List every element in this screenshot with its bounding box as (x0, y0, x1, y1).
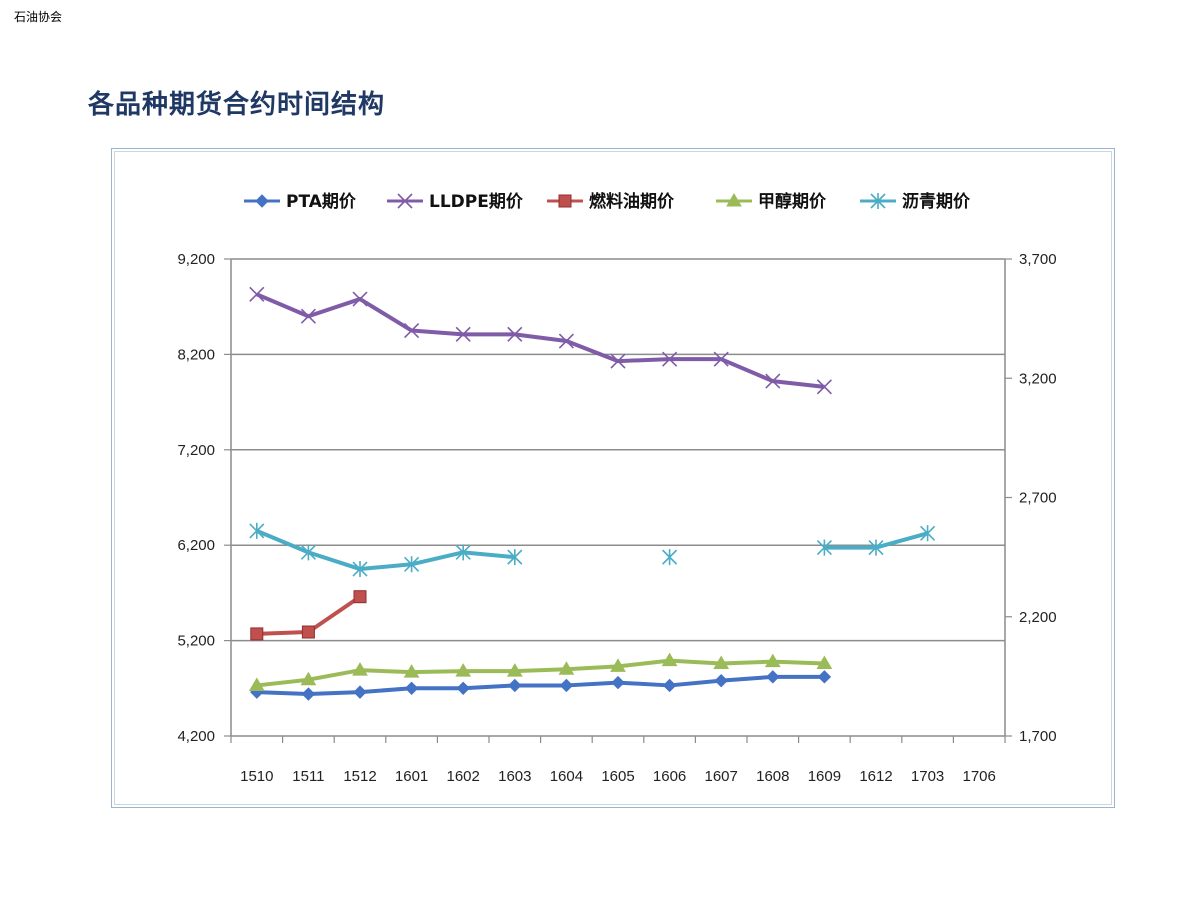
series-4-point (352, 662, 368, 676)
series-1-point (456, 681, 470, 696)
legend-marker (255, 194, 269, 208)
series-4-point (506, 663, 523, 677)
legend-marker (558, 194, 572, 208)
time-structure-chart: 9,200 8,200 7,200 6,200 5,200 4,200 3,700 3,200… (177, 191, 1057, 785)
legend-label: PTA期价 (286, 192, 357, 212)
y-left-tick-label: 4,200 (177, 728, 215, 745)
x-tick-label: 1605 (601, 768, 634, 785)
y-left-tick-label: 6,200 (177, 537, 215, 554)
series-2-point (249, 286, 265, 302)
series-2-point (455, 326, 471, 342)
series-1-point (817, 670, 832, 684)
series-2-point (662, 351, 678, 367)
x-tick-label: 1511 (292, 768, 324, 785)
series-2-point (816, 379, 832, 395)
series-1-point (404, 681, 419, 696)
series-4-point (816, 655, 833, 669)
series-2-point (507, 326, 523, 342)
series-2-point (404, 322, 420, 339)
x-tick-label: 1603 (498, 768, 531, 785)
legend-marker (726, 193, 742, 207)
y-right-tick-label: 3,200 (1019, 370, 1057, 387)
series-4-point (558, 661, 575, 675)
series-1-point (611, 675, 625, 690)
series-1-point (508, 678, 522, 693)
x-tick-label: 1609 (808, 768, 841, 785)
series-2-point (610, 353, 626, 369)
series-4-point (764, 653, 781, 668)
x-tick-label: 1612 (859, 768, 892, 785)
series-4-point (455, 663, 472, 677)
x-tick-label: 1607 (705, 768, 738, 785)
series-5-point (300, 544, 316, 561)
page-title: 各品种期货合约时间结构 (88, 90, 386, 120)
series-2-point (713, 351, 729, 367)
legend-marker (397, 193, 413, 209)
series-2-point (352, 291, 368, 307)
series-3-point (301, 625, 315, 639)
series-5-point (816, 539, 832, 556)
y-right-tick-label: 1,700 (1019, 728, 1057, 745)
x-tick-label: 1510 (240, 768, 273, 785)
legend-label: 燃料油期价 (589, 191, 675, 212)
series-1-point (714, 673, 728, 688)
legend-label: 甲醇期价 (758, 191, 827, 212)
series-5-point (662, 549, 678, 566)
x-tick-label: 1706 (963, 768, 996, 785)
series-1-point (766, 670, 780, 684)
series-5-line (256, 529, 515, 572)
series-4-point (403, 664, 420, 678)
series-1-line (256, 674, 825, 697)
y-left-tick-label: 5,200 (177, 633, 215, 650)
x-tick-label: 1606 (653, 768, 686, 785)
y-right-tick-label: 2,700 (1019, 490, 1057, 507)
series-1-point (353, 685, 367, 699)
series-4-point (713, 655, 730, 669)
series-1-point (301, 687, 316, 701)
series-4-point (661, 652, 678, 667)
series-2-line (256, 292, 825, 389)
series-1-point (559, 678, 574, 693)
series-5-point (249, 522, 265, 539)
y-left-tick-label: 9,200 (177, 251, 215, 268)
series-2-point (300, 308, 316, 324)
x-tick-label: 1512 (343, 768, 376, 785)
series-1-point (662, 678, 677, 693)
series-4-point (300, 671, 317, 686)
series-2-point (558, 333, 574, 349)
series-3-point (353, 590, 367, 604)
series-5-point (352, 561, 368, 578)
legend-marker (870, 193, 886, 209)
y-left-tick-label: 8,200 (177, 346, 215, 363)
y-left-tick-label: 7,200 (177, 442, 215, 459)
series-5-point (507, 549, 523, 566)
series-5-point (920, 525, 936, 542)
legend-label: 沥青期价 (902, 191, 971, 212)
y-right-tick-label: 2,200 (1019, 609, 1057, 626)
series-3-point (250, 627, 264, 641)
chart-frame: 9,200 8,200 7,200 6,200 5,200 4,200 3,700 3,200… (111, 148, 1115, 808)
series-5-point (455, 544, 471, 561)
series-4-point (248, 677, 265, 691)
series-4-line (256, 658, 825, 688)
series-2-point (765, 373, 781, 389)
legend-label: LLDPE期价 (429, 192, 524, 212)
series-5-point (868, 539, 884, 556)
x-tick-label: 1604 (550, 768, 583, 785)
x-tick-label: 1608 (756, 768, 789, 785)
series-4-point (610, 658, 626, 672)
series-5-point (404, 556, 420, 573)
x-tick-label: 1703 (911, 768, 944, 785)
org-label: 石油协会 (14, 10, 63, 24)
x-tick-label: 1602 (447, 768, 480, 785)
y-right-tick-label: 3,700 (1019, 251, 1057, 268)
x-tick-label: 1601 (395, 768, 428, 785)
